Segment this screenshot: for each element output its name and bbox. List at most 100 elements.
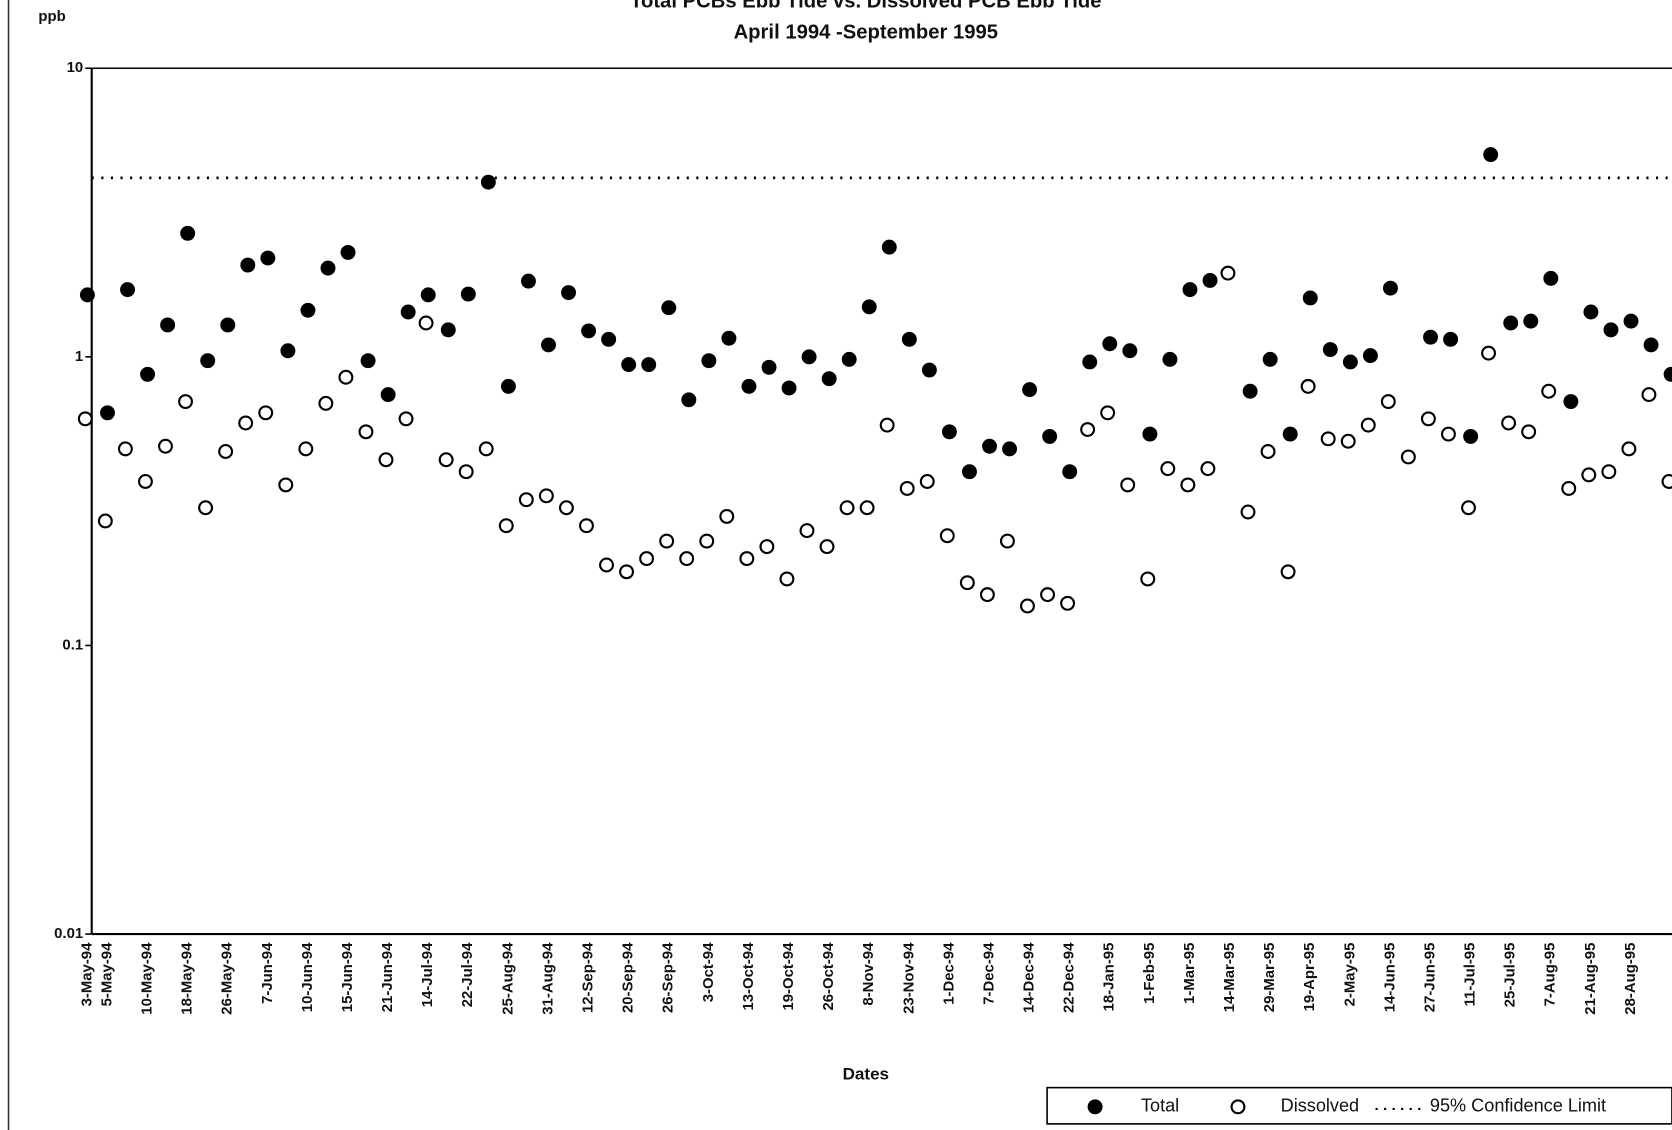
dissolved-point [97,513,113,529]
total-point [360,353,376,369]
total-point [1062,464,1078,480]
total-point [781,380,797,396]
total-point [160,317,176,333]
total-point [1583,304,1599,320]
dissolved-point [278,477,294,493]
dissolved-point [1541,383,1557,399]
total-point [1663,366,1672,382]
dissolved-point [1260,444,1276,459]
dissolved-point [158,438,173,454]
dissolved-point [1400,449,1416,465]
dissolved-point [1160,461,1176,477]
y-tick-label: 0.1 [62,636,83,653]
total-point [120,282,135,298]
dissolved-point [258,405,274,421]
dissolved-point [919,474,935,489]
dissolved-point [879,417,895,433]
dissolved-point [959,575,975,591]
total-point [1503,315,1519,331]
total-point [1302,290,1318,306]
y-tick-label: 10 [67,59,84,76]
total-point [982,438,997,454]
total-point [1122,343,1138,359]
dissolved-point [1501,415,1517,431]
dissolved-point [1100,405,1116,421]
dissolved-point [639,551,655,567]
x-tick-label: 28-Aug-95 [1622,943,1639,1015]
total-point [621,357,637,373]
total-point [220,317,236,333]
x-tick-label: 14-Jul-94 [419,942,436,1007]
total-point [1523,313,1539,329]
total-point [100,405,115,421]
x-tick-label: 2-May-95 [1341,943,1358,1007]
x-tick-label: 7-Jun-94 [259,942,276,1004]
x-tick-label: 31-Aug-94 [539,942,556,1015]
dissolved-point [1240,504,1256,520]
x-tick-label: 10-Jun-94 [299,942,316,1012]
dissolved-point [1180,477,1196,493]
total-point [741,378,757,394]
total-point [1082,354,1098,370]
dissolved-point [1040,587,1055,603]
total-point [561,285,577,301]
dissolved-point [1521,424,1537,440]
total-point [641,357,657,373]
total-point [300,302,316,318]
dissolved-point [1360,417,1376,433]
x-tick-label: 21-Aug-95 [1582,943,1599,1015]
dissolved-point [198,500,214,516]
total-point [140,366,156,382]
legend-marker [1230,1099,1246,1115]
total-point [701,353,717,369]
total-point [420,287,436,303]
total-point [1623,313,1639,329]
x-tick-label: 18-Jan-95 [1101,943,1118,1012]
x-tick-label: 1-Mar-95 [1181,943,1198,1004]
x-tick-label: 3-Oct-94 [700,942,717,1002]
x-tick-label: 8-Nov-94 [860,942,877,1006]
dissolved-point [1220,265,1236,281]
dissolved-point [899,480,915,496]
total-point [1382,280,1398,296]
total-point [1362,348,1378,364]
total-point [962,464,977,480]
dissolved-point [1380,394,1396,410]
total-point [1042,428,1058,444]
total-point [801,349,817,365]
dissolved-point [218,444,234,459]
dissolved-point [759,539,775,555]
total-point [821,371,837,387]
dissolved-point [1581,467,1597,483]
y-tick-label: 1 [75,348,83,365]
dissolved-point [238,415,254,431]
total-point [260,250,276,266]
dissolved-point [799,523,815,539]
dissolved-point [1561,480,1577,496]
total-point [1002,441,1018,457]
dissolved-point [699,533,715,549]
dissolved-point [999,533,1015,549]
total-point [601,331,617,347]
legend-label: Dissolved [1281,1096,1360,1116]
chart-title: Total PCBs Ebb Tide vs. Dissolved PCB Eb… [630,0,1101,12]
x-tick-label: 27-Jun-95 [1421,943,1438,1013]
dissolved-point [599,557,614,573]
dissolved-point [77,411,93,427]
total-point [520,273,536,289]
x-tick-label: 5-May-94 [98,942,115,1007]
x-tick-label: 18-May-94 [179,942,196,1015]
x-tick-label: 22-Dec-94 [1061,942,1078,1013]
x-tick-label: 25-Aug-94 [499,942,516,1015]
dissolved-point [538,488,554,504]
total-point [1282,426,1298,442]
dissolved-point [619,564,635,580]
total-point [200,353,216,369]
total-point [541,337,556,353]
total-point [1182,282,1198,298]
x-tick-label: 25-Jul-95 [1502,943,1519,1008]
dissolved-point [1080,422,1096,437]
total-point [340,244,356,260]
x-axis-label: Dates [843,1064,889,1083]
dissolved-point [1060,595,1076,611]
